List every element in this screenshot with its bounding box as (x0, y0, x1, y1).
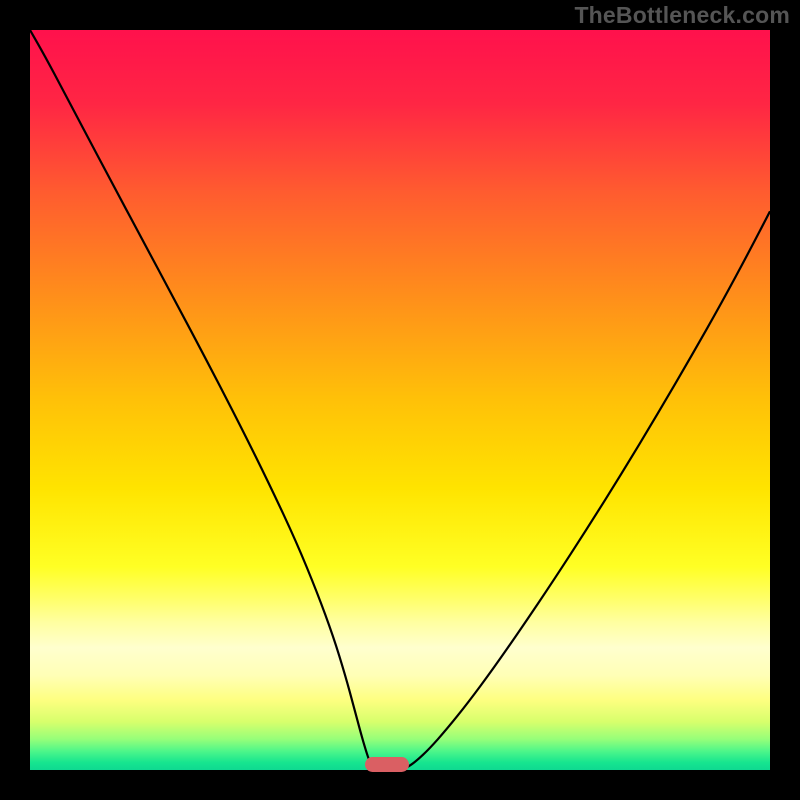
gradient-and-curves (30, 30, 770, 770)
gradient-fill (30, 30, 770, 770)
plot-area (30, 30, 770, 770)
watermark-text: TheBottleneck.com (574, 2, 790, 29)
minimum-marker (365, 757, 409, 772)
figure-root: TheBottleneck.com (0, 0, 800, 800)
